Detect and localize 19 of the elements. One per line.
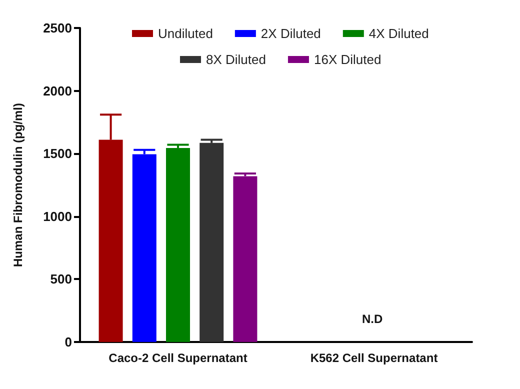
legend-label: 2X Diluted: [260, 26, 321, 41]
legend-label: 8X Diluted: [206, 52, 266, 67]
legend-label: Undiluted: [158, 26, 213, 41]
y-axis-title: Human Fibromodulin (pg/ml): [11, 103, 25, 267]
bar: [166, 148, 190, 342]
annotation: N.D: [362, 312, 383, 326]
bar: [233, 176, 258, 342]
y-tick-label: 500: [50, 272, 72, 287]
x-tick-label: K562 Cell Supernatant: [310, 351, 438, 365]
legend-label: 4X Diluted: [368, 26, 429, 41]
y-tick-label: 2500: [43, 20, 72, 36]
y-tick-label: 2000: [43, 83, 72, 98]
y-tick-label: 1000: [43, 208, 72, 224]
y-tick-label: 0: [64, 334, 72, 350]
x-tick-label: Caco-2 Cell Supernatant: [108, 351, 248, 365]
bar: [200, 142, 224, 342]
legend-label: 16X Diluted: [314, 52, 382, 67]
bar: [132, 154, 156, 342]
y-tick-label: 1500: [43, 146, 72, 162]
